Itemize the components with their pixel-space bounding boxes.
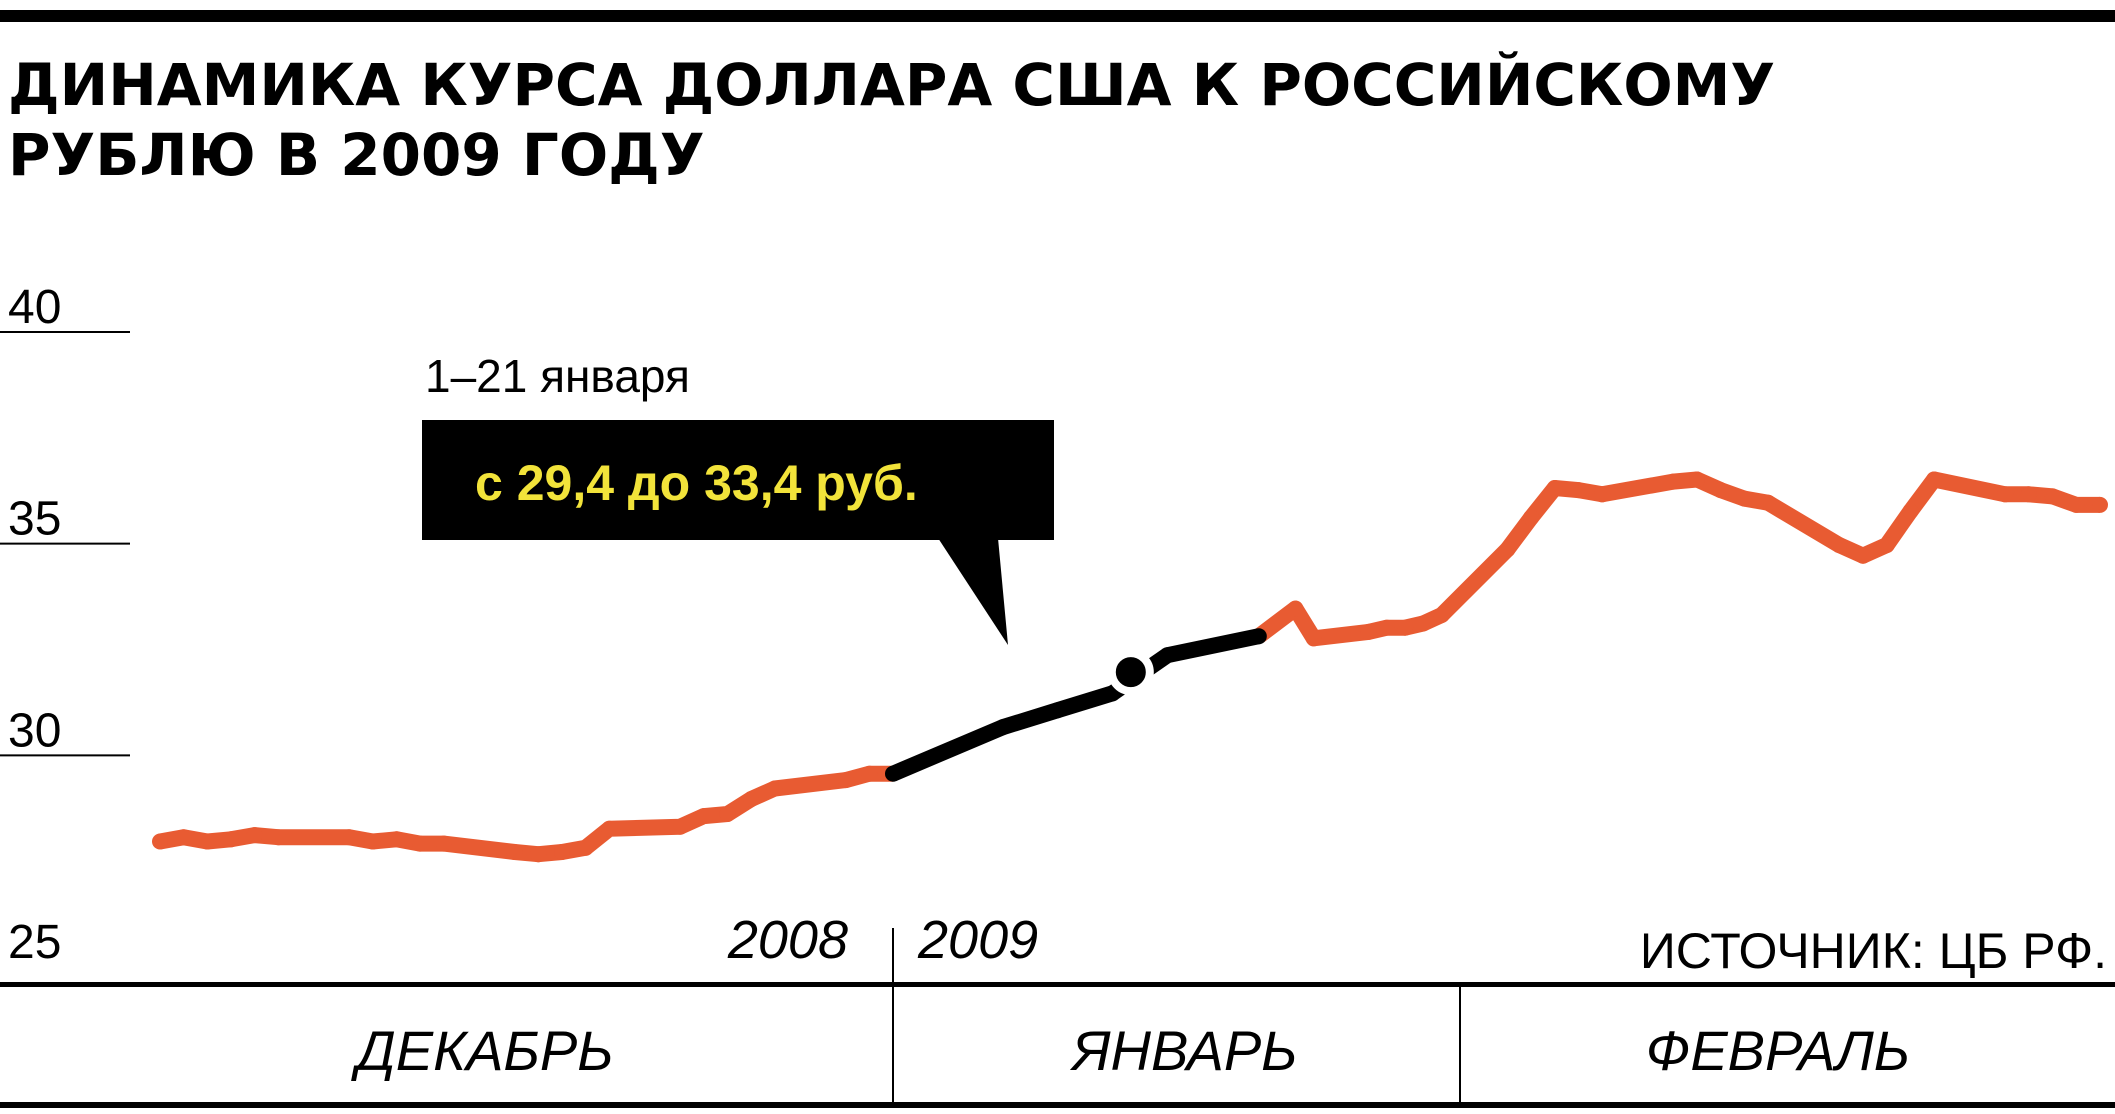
data-point (1760, 494, 1777, 511)
data-point (719, 806, 736, 822)
data-point (152, 833, 168, 850)
data-point (695, 808, 712, 825)
data-point (1878, 537, 1895, 554)
data-point (1997, 486, 2014, 503)
chart-title-line-1: ДИНАМИКА КУРСА ДОЛЛАРА США К РОССИЙСКОМУ (8, 50, 1775, 119)
callout: 1–21 января с 29,4 до 33,4 руб. (422, 350, 1054, 645)
month-label-january: ЯНВАРЬ (1069, 1019, 1297, 1082)
data-point (766, 780, 783, 797)
data-line (152, 471, 2108, 863)
data-point (530, 846, 547, 863)
data-point (1433, 607, 1450, 623)
callout-value: с 29,4 до 33,4 руб. (475, 455, 918, 511)
series-line-before (158, 765, 893, 863)
data-point (1831, 537, 1848, 554)
data-point (1594, 486, 1611, 503)
data-point (1665, 473, 1682, 490)
data-point (885, 765, 901, 782)
data-point (1736, 490, 1753, 507)
data-point (1159, 647, 1176, 664)
data-point (270, 829, 287, 846)
data-point (1855, 547, 1871, 564)
data-point (2020, 486, 2037, 503)
year-label-2009: 2009 (917, 910, 1038, 970)
data-point (435, 835, 452, 852)
chart-title-line-2: РУБЛЮ В 2009 ГОДУ (8, 121, 705, 189)
data-point (341, 829, 358, 846)
data-point (1712, 482, 1729, 499)
series-line-highlight (889, 628, 1261, 782)
data-point (554, 844, 570, 860)
data-point (672, 818, 689, 835)
data-point (1570, 482, 1587, 499)
data-point (246, 827, 263, 844)
data-point (2092, 496, 2108, 513)
data-point (1287, 600, 1304, 617)
data-point (837, 772, 854, 789)
data-point (364, 833, 381, 850)
data-point (994, 719, 1011, 736)
data-point (412, 835, 429, 852)
y-tick-label: 35 (8, 493, 61, 546)
data-point (1689, 471, 1705, 488)
data-point (1926, 471, 1943, 488)
data-point (1523, 509, 1540, 526)
data-point (1378, 619, 1395, 636)
source-note: ИСТОЧНИК: ЦБ РФ. (1640, 923, 2107, 979)
data-point (1360, 623, 1377, 640)
y-tick-label: 40 (8, 281, 61, 334)
data-point (601, 820, 618, 837)
month-label-december: ДЕКАБРЬ (350, 1019, 613, 1082)
callout-label: 1–21 января (425, 350, 690, 402)
data-point (1902, 503, 1919, 520)
data-point (1250, 628, 1267, 645)
data-point (222, 831, 239, 848)
data-point (1415, 615, 1432, 632)
data-point (1305, 630, 1322, 647)
top-rule (0, 10, 2115, 22)
y-tick-label: 30 (8, 704, 61, 757)
data-point (577, 839, 594, 856)
axis-top-rule (0, 982, 2115, 987)
axis-bottom-rule (0, 1102, 2115, 1108)
y-tick-label: 25 (8, 916, 61, 969)
data-point (2044, 488, 2061, 505)
data-point (506, 844, 523, 860)
data-point (743, 791, 760, 808)
callout-box (422, 420, 1054, 540)
data-point (861, 765, 878, 782)
callout-pointer (938, 538, 1008, 645)
data-point (1397, 619, 1414, 636)
data-point (1499, 541, 1516, 558)
data-point (199, 833, 216, 850)
month-label-february: ФЕВРАЛЬ (1646, 1019, 1910, 1082)
data-point (1049, 702, 1066, 719)
data-point (2068, 496, 2085, 513)
data-point (1546, 480, 1563, 496)
series-line-after (1253, 471, 2100, 647)
year-label-2008: 2008 (727, 910, 848, 970)
data-point (388, 831, 405, 848)
data-point (175, 829, 192, 846)
highlight-point (1107, 649, 1154, 696)
y-axis: 40 35 30 25 (0, 281, 130, 969)
